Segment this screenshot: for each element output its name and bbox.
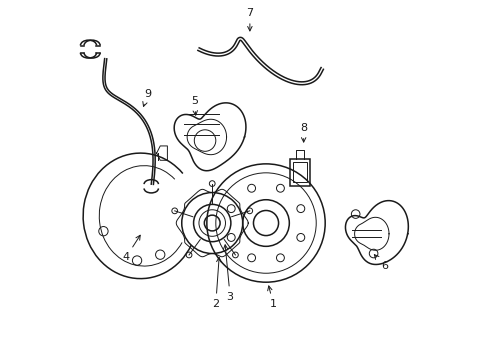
- Text: 4: 4: [122, 235, 140, 262]
- Text: 3: 3: [223, 245, 233, 302]
- Text: 9: 9: [142, 89, 151, 107]
- Text: 8: 8: [300, 123, 306, 142]
- Text: 5: 5: [190, 96, 197, 115]
- Text: 1: 1: [267, 286, 276, 309]
- Text: 7: 7: [246, 8, 253, 31]
- Text: 6: 6: [374, 255, 387, 271]
- Text: 2: 2: [212, 257, 221, 309]
